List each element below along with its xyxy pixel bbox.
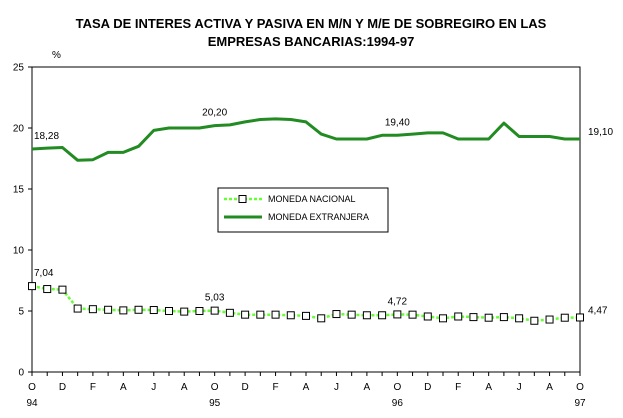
point-moneda-nacional-23 xyxy=(378,311,387,320)
x-tick-label-13: D xyxy=(424,382,431,393)
x-tick-label-11: A xyxy=(364,382,371,393)
x-tick-label-18: O xyxy=(576,382,584,393)
legend-marker-moneda-nacional xyxy=(238,195,247,203)
chart-title-line-2: EMPRESAS BANCARIAS:1994-97 xyxy=(208,34,415,49)
point-moneda-nacional-22 xyxy=(362,311,371,320)
x-tick-label-5: A xyxy=(181,382,188,393)
point-moneda-nacional-35 xyxy=(560,313,569,322)
data-label-moneda-nacional-12: 5,03 xyxy=(205,293,225,304)
y-tick-label-4: 20 xyxy=(13,124,25,135)
x-tick-label-3: A xyxy=(120,382,127,393)
point-moneda-nacional-25 xyxy=(408,310,417,319)
point-moneda-nacional-0 xyxy=(28,282,36,291)
legend-label-moneda-nacional: MONEDA NACIONAL xyxy=(268,194,356,204)
point-moneda-nacional-18 xyxy=(302,311,310,320)
x-tick-label-14: F xyxy=(455,382,461,393)
x-tick-label-15: A xyxy=(485,382,492,393)
x-tick-label-1: D xyxy=(59,382,66,393)
point-moneda-nacional-26 xyxy=(423,312,432,321)
data-label-moneda-nacional-24: 4,72 xyxy=(388,296,408,307)
point-moneda-nacional-16 xyxy=(271,310,280,319)
data-label-moneda-extranjera-12: 20,20 xyxy=(202,108,227,119)
x-tick-label-0: O xyxy=(28,382,36,393)
point-moneda-nacional-32 xyxy=(515,314,524,323)
x-tick-label-16: J xyxy=(517,382,522,393)
series-layer xyxy=(28,117,584,325)
point-moneda-nacional-12 xyxy=(210,306,219,315)
point-moneda-nacional-31 xyxy=(499,313,508,322)
x-tick-label-2: F xyxy=(90,382,96,393)
point-moneda-nacional-15 xyxy=(256,310,265,319)
point-moneda-nacional-11 xyxy=(195,307,204,315)
point-moneda-nacional-13 xyxy=(225,308,234,317)
point-moneda-nacional-3 xyxy=(73,304,82,313)
x-year-label-2: 96 xyxy=(392,398,404,409)
point-moneda-nacional-27 xyxy=(439,314,447,323)
point-moneda-nacional-4 xyxy=(88,305,97,314)
point-moneda-nacional-7 xyxy=(134,305,143,314)
legend: MONEDA NACIONAL MONEDA EXTRANJERA xyxy=(217,187,389,233)
data-label-moneda-nacional-36: 4,47 xyxy=(588,305,608,316)
point-moneda-nacional-24 xyxy=(393,310,402,319)
y-tick-label-0: 0 xyxy=(18,368,24,379)
x-tick-label-7: D xyxy=(241,382,248,393)
x-tick-label-17: A xyxy=(546,382,553,393)
point-moneda-nacional-9 xyxy=(165,307,173,315)
point-moneda-nacional-10 xyxy=(180,307,189,316)
y-tick-label-5: 25 xyxy=(13,63,25,74)
x-tick-label-12: O xyxy=(393,382,401,393)
x-tick-label-10: J xyxy=(334,382,339,393)
point-moneda-nacional-5 xyxy=(104,305,113,314)
x-year-label-0: 94 xyxy=(26,398,38,409)
point-moneda-nacional-8 xyxy=(149,306,158,315)
x-tick-label-4: J xyxy=(151,382,156,393)
y-tick-label-2: 10 xyxy=(13,246,25,257)
data-label-moneda-nacional-0: 7,04 xyxy=(34,268,54,279)
y-tick-label-3: 15 xyxy=(13,185,25,196)
x-year-label-1: 95 xyxy=(209,398,221,409)
point-moneda-nacional-33 xyxy=(530,316,539,325)
point-moneda-nacional-29 xyxy=(469,313,478,322)
point-moneda-nacional-6 xyxy=(119,306,128,315)
point-moneda-nacional-21 xyxy=(347,310,356,319)
point-moneda-nacional-28 xyxy=(454,312,463,321)
series-line-moneda-extranjera xyxy=(31,117,580,162)
y-tick-label-1: 5 xyxy=(18,307,24,318)
point-moneda-nacional-17 xyxy=(286,311,295,320)
point-moneda-nacional-1 xyxy=(43,285,52,294)
x-tick-label-8: F xyxy=(273,382,279,393)
chart-title-line-1: TASA DE INTERES ACTIVA Y PASIVA EN M/N Y… xyxy=(76,16,547,31)
point-moneda-nacional-36 xyxy=(576,313,584,322)
x-year-label-3: 97 xyxy=(574,398,586,409)
legend-label-moneda-extranjera: MONEDA EXTRANJERA xyxy=(268,212,369,222)
point-moneda-nacional-20 xyxy=(332,310,341,319)
data-labels: 7,04 5,03 4,72 4,47 18,28 20,20 19,40 19,10 xyxy=(34,108,613,317)
point-moneda-nacional-19 xyxy=(317,314,326,323)
point-moneda-nacional-2 xyxy=(58,285,67,294)
point-moneda-nacional-30 xyxy=(484,313,493,322)
data-label-moneda-extranjera-24: 19,40 xyxy=(385,117,410,128)
y-axis: 0 5 10 15 20 25 xyxy=(13,63,32,379)
data-label-moneda-extranjera-36: 19,10 xyxy=(588,127,613,138)
data-label-moneda-extranjera-0: 18,28 xyxy=(34,131,59,142)
x-tick-label-6: O xyxy=(211,382,219,393)
y-axis-label: % xyxy=(52,50,61,61)
point-moneda-nacional-34 xyxy=(545,315,554,324)
x-tick-label-9: A xyxy=(303,382,310,393)
point-moneda-nacional-14 xyxy=(241,310,250,319)
x-axis: O D F A J A O D F A J A O D F A J A O 94 95 96 97 xyxy=(26,372,586,409)
